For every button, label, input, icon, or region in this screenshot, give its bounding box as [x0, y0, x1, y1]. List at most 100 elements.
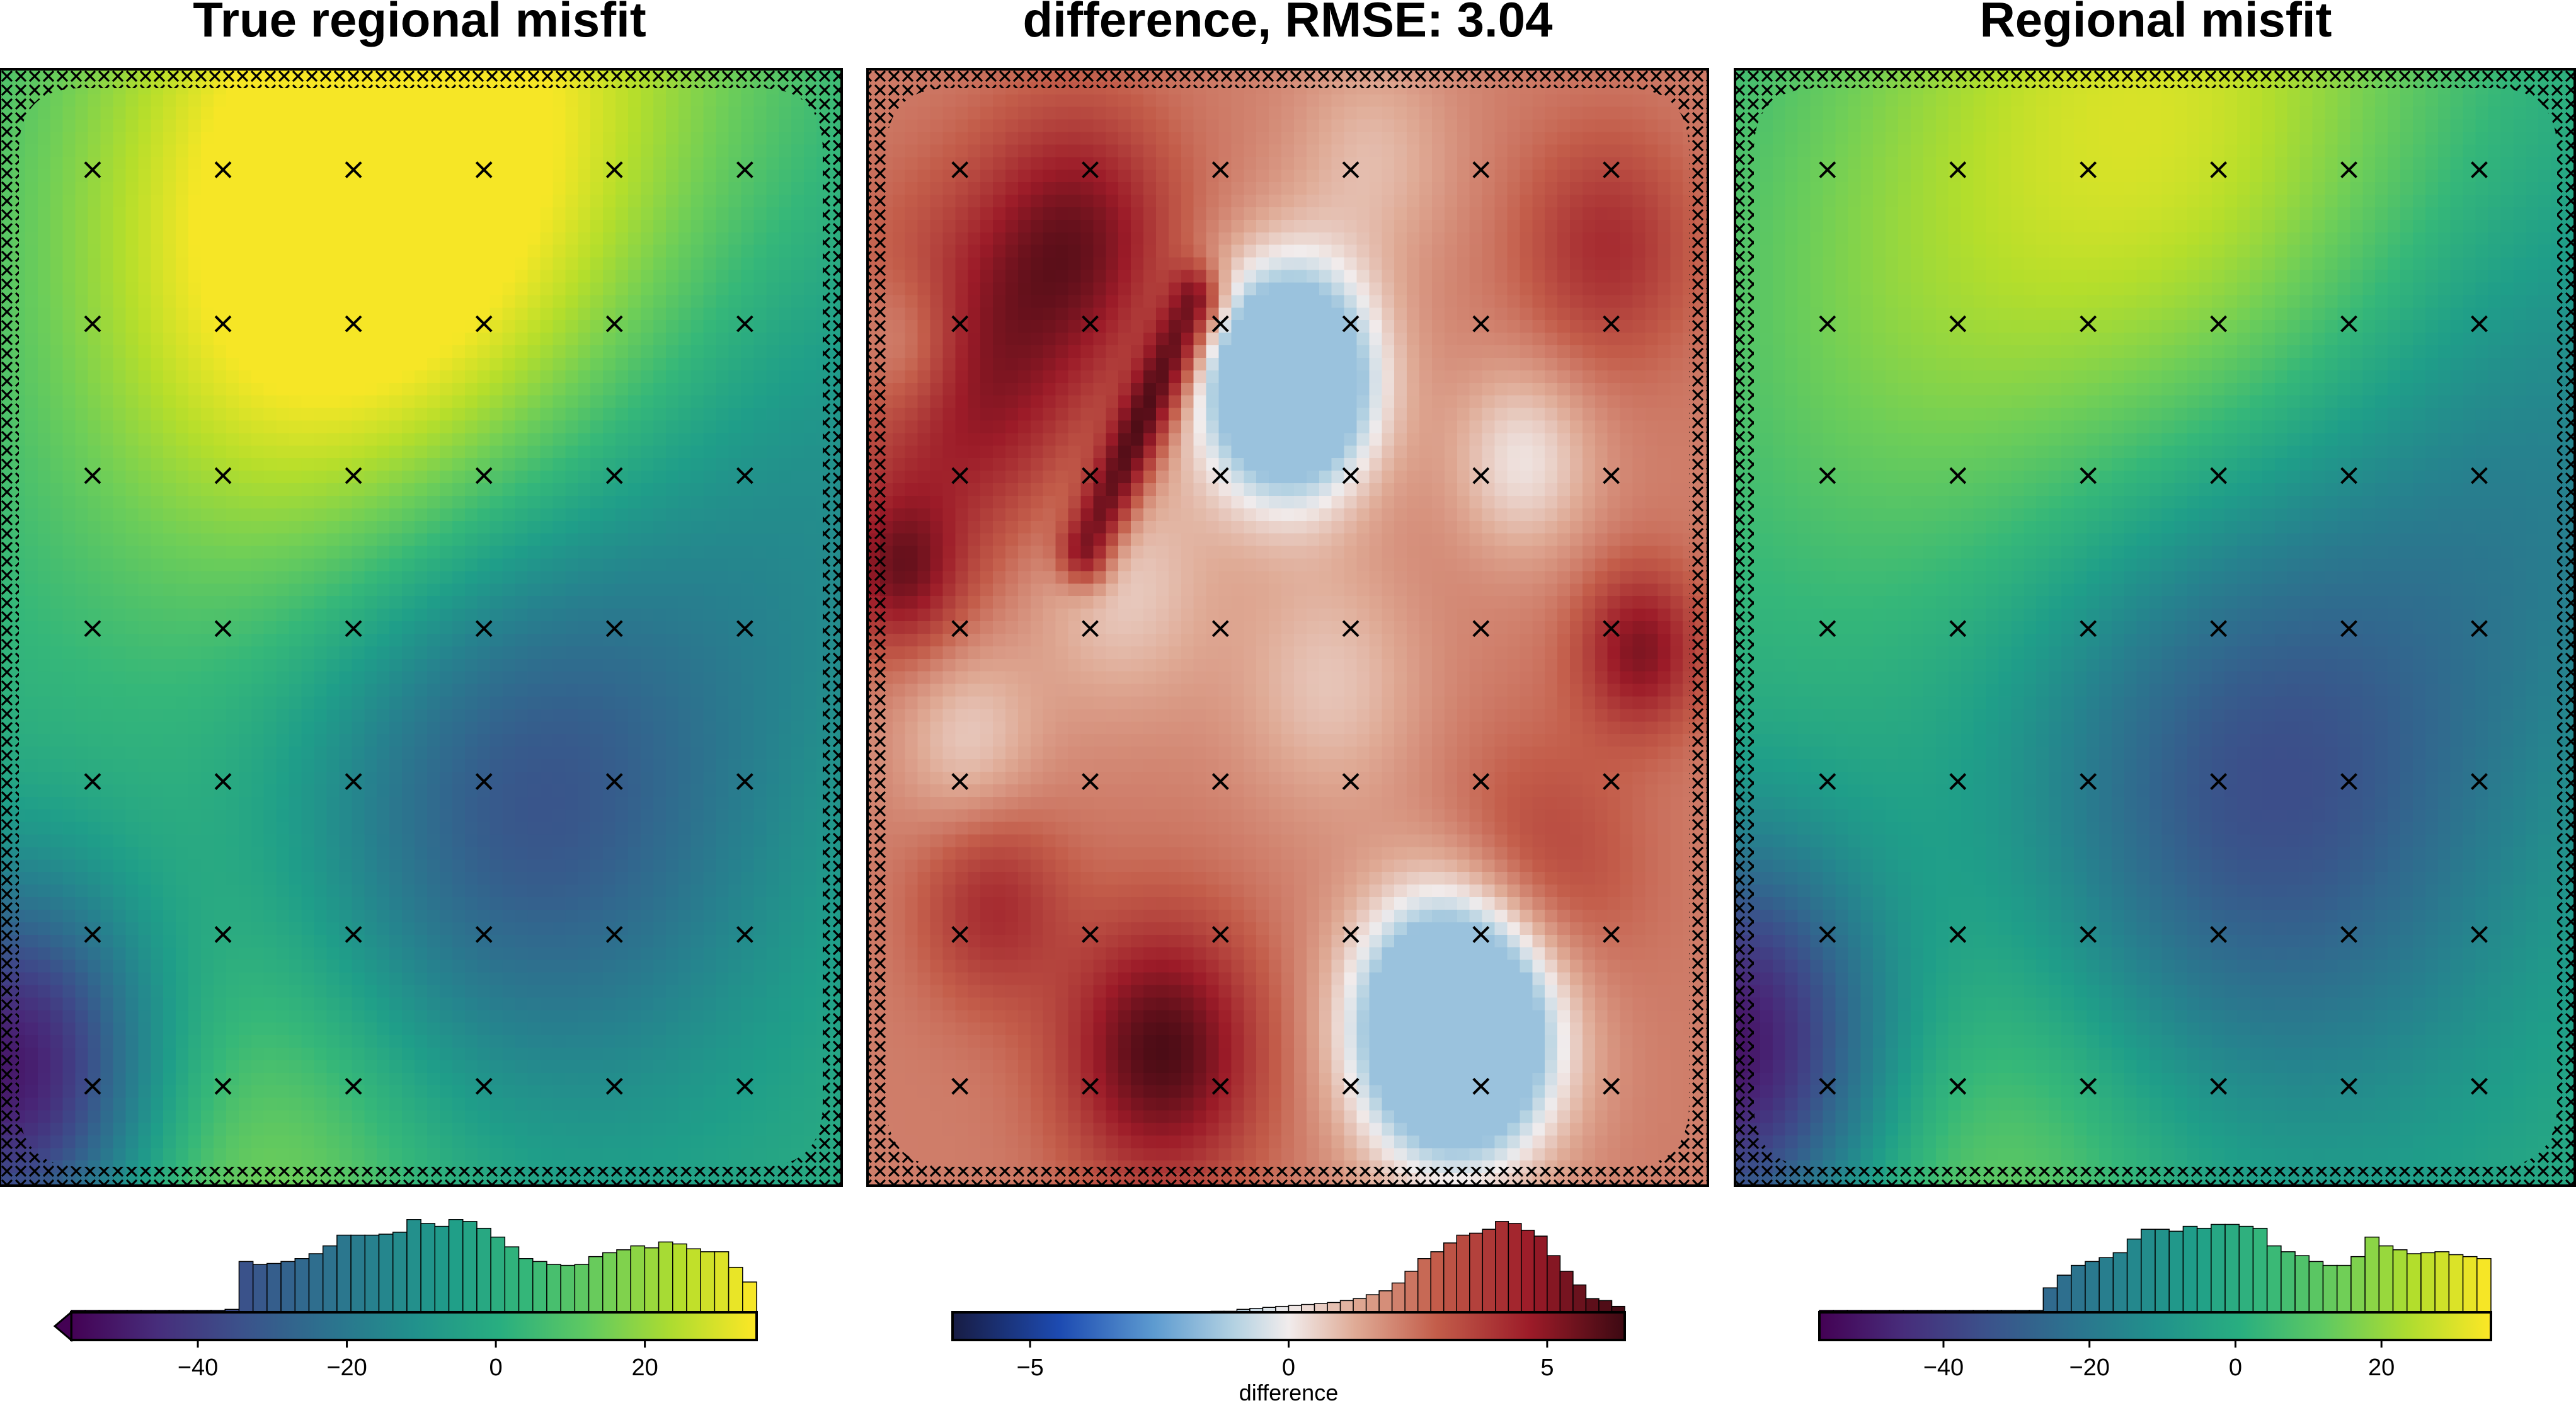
grid-marker-regional-misfit-r2-c2 [2080, 467, 2097, 484]
grid-marker-true-regional-misfit-r5-c1 [214, 925, 232, 943]
grid-marker-regional-misfit-r0-c1 [1949, 161, 1967, 178]
histogram-bar-difference-43 [1508, 1223, 1522, 1313]
histogram-bar-true-regional-misfit-18 [322, 1245, 338, 1313]
grid-marker-difference-r2-c1 [1082, 467, 1099, 484]
grid-marker-regional-misfit-r1-c5 [2471, 315, 2488, 333]
histogram-bar-regional-misfit-26 [2182, 1225, 2198, 1313]
grid-marker-regional-misfit-r2-c4 [2340, 467, 2357, 484]
grid-marker-true-regional-misfit-r1-c4 [605, 315, 623, 333]
histogram-bar-difference-38 [1443, 1242, 1457, 1313]
histogram-bar-regional-misfit-25 [2168, 1230, 2184, 1313]
grid-marker-difference-r5-c2 [1211, 925, 1229, 943]
histogram-bar-difference-46 [1547, 1255, 1561, 1313]
grid-marker-difference-r0-c0 [951, 161, 969, 178]
histogram-bar-true-regional-misfit-42 [658, 1241, 673, 1313]
histogram-bar-regional-misfit-37 [2336, 1264, 2352, 1313]
histogram-bar-difference-44 [1521, 1230, 1535, 1313]
histogram-bar-regional-misfit-42 [2407, 1253, 2422, 1313]
histogram-bar-true-regional-misfit-37 [588, 1256, 604, 1313]
grid-marker-true-regional-misfit-r1-c1 [214, 315, 232, 333]
grid-marker-difference-r6-c0 [951, 1077, 969, 1095]
map-difference [866, 68, 1709, 1187]
grid-marker-true-regional-misfit-r1-c2 [345, 315, 362, 333]
histogram-bar-true-regional-misfit-24 [406, 1219, 421, 1313]
grid-marker-true-regional-misfit-r6-c5 [736, 1077, 753, 1095]
marker-layer-regional-misfit [1819, 161, 2488, 1095]
grid-marker-regional-misfit-r1-c2 [2080, 315, 2097, 333]
grid-marker-regional-misfit-r5-c5 [2471, 925, 2488, 943]
histogram-bar-difference-32 [1365, 1294, 1380, 1313]
histogram-bar-difference-30 [1339, 1300, 1354, 1313]
histogram-bar-regional-misfit-27 [2196, 1227, 2212, 1313]
histogram-bar-regional-misfit-36 [2322, 1264, 2338, 1313]
grid-marker-regional-misfit-r1-c3 [2210, 315, 2228, 333]
map-true-regional-misfit [0, 68, 843, 1187]
histogram-bar-difference-36 [1417, 1258, 1431, 1313]
grid-marker-difference-r4-c5 [1603, 773, 1620, 790]
histogram-bar-true-regional-misfit-21 [364, 1234, 380, 1313]
grid-marker-difference-r1-c0 [951, 315, 969, 333]
grid-marker-regional-misfit-r2-c1 [1949, 467, 1967, 484]
grid-marker-true-regional-misfit-r6-c1 [214, 1077, 232, 1095]
histogram-bar-true-regional-misfit-38 [602, 1252, 617, 1313]
grid-marker-difference-r4-c4 [1472, 773, 1490, 790]
histogram-bar-difference-37 [1430, 1251, 1445, 1313]
grid-marker-true-regional-misfit-r0-c0 [84, 161, 101, 178]
grid-marker-true-regional-misfit-r6-c4 [605, 1077, 623, 1095]
histogram-bar-difference-34 [1391, 1282, 1405, 1313]
histogram-bar-true-regional-misfit-35 [560, 1264, 576, 1313]
grid-marker-difference-r4-c2 [1211, 773, 1229, 790]
grid-marker-true-regional-misfit-r5-c0 [84, 925, 101, 943]
grid-marker-difference-r0-c1 [1082, 161, 1099, 178]
histogram-bar-regional-misfit-32 [2266, 1245, 2282, 1313]
grid-marker-difference-r2-c5 [1603, 467, 1620, 484]
grid-marker-regional-misfit-r3-c4 [2340, 620, 2357, 638]
histogram-bar-regional-misfit-31 [2252, 1227, 2268, 1313]
map-frame-regional-misfit [1734, 68, 2576, 1187]
histogram-bar-regional-misfit-41 [2392, 1249, 2408, 1313]
grid-marker-true-regional-misfit-r4-c4 [605, 773, 623, 790]
histogram-bar-difference-33 [1378, 1290, 1393, 1313]
histogram-bar-difference-40 [1469, 1232, 1484, 1313]
grid-marker-difference-r3-c2 [1211, 620, 1229, 638]
colorbar-tick-label-regional-misfit-1: −20 [2069, 1354, 2109, 1381]
grid-marker-true-regional-misfit-r6-c0 [84, 1077, 101, 1095]
grid-marker-regional-misfit-r4-c5 [2471, 773, 2488, 790]
histogram-bar-true-regional-misfit-40 [630, 1245, 646, 1313]
histogram-bar-true-regional-misfit-46 [714, 1251, 730, 1313]
colorbar-label-difference: difference [1239, 1380, 1338, 1403]
grid-marker-true-regional-misfit-r1-c5 [736, 315, 753, 333]
grid-marker-true-regional-misfit-r4-c2 [345, 773, 362, 790]
title-difference: difference, RMSE: 3.04 [1023, 0, 1553, 47]
grid-marker-true-regional-misfit-r1-c3 [475, 315, 493, 333]
histogram-bar-regional-misfit-38 [2350, 1256, 2366, 1313]
histogram-bar-true-regional-misfit-22 [378, 1234, 394, 1313]
grid-marker-regional-misfit-r4-c0 [1819, 773, 1836, 790]
marker-layer-difference [951, 161, 1620, 1095]
grid-marker-difference-r5-c3 [1342, 925, 1360, 943]
heatmap-image-regional-misfit [1735, 69, 2576, 1186]
colorbar-true-regional-misfit: −40 −20 0 20 [53, 1219, 758, 1381]
histogram-bar-regional-misfit-29 [2224, 1223, 2240, 1313]
grid-marker-true-regional-misfit-r2-c0 [84, 467, 101, 484]
grid-marker-difference-r3-c1 [1082, 620, 1099, 638]
grid-marker-true-regional-misfit-r3-c3 [475, 620, 493, 638]
histogram-bar-difference-31 [1353, 1298, 1367, 1313]
histogram-bar-true-regional-misfit-31 [504, 1246, 520, 1313]
grid-marker-true-regional-misfit-r2-c2 [345, 467, 362, 484]
heatmap-image-true-regional-misfit [0, 69, 842, 1186]
histogram-bar-regional-misfit-18 [2071, 1264, 2086, 1313]
title-true-regional-misfit: True regional misfit [193, 0, 646, 47]
colorbar-regional-misfit: −40 −20 0 20 [1818, 1223, 2492, 1381]
histogram-bar-regional-misfit-17 [2056, 1274, 2072, 1313]
histogram-bar-true-regional-misfit-33 [532, 1261, 547, 1313]
grid-marker-true-regional-misfit-r3-c2 [345, 620, 362, 638]
colorbar-tick-label-difference-0: −5 [1016, 1354, 1043, 1381]
histogram-bar-true-regional-misfit-13 [252, 1264, 268, 1313]
grid-marker-regional-misfit-r5-c4 [2340, 925, 2357, 943]
grid-marker-true-regional-misfit-r0-c3 [475, 161, 493, 178]
histogram-bar-true-regional-misfit-14 [266, 1263, 282, 1313]
colorbar-tick-label-regional-misfit-0: −40 [1923, 1354, 1964, 1381]
colorbar-tick-label-difference-2: 5 [1540, 1354, 1554, 1381]
map-regional-misfit [1734, 68, 2576, 1187]
